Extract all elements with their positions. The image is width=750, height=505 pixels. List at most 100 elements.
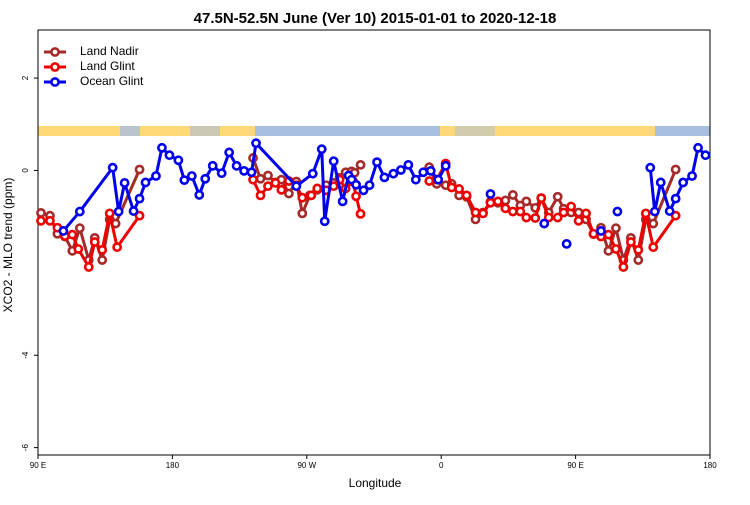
chart-title: 47.5N-52.5N June (Ver 10) 2015-01-01 to … [194, 10, 557, 27]
data-point [270, 178, 281, 188]
data-point [355, 159, 366, 170]
data-point [612, 206, 623, 217]
data-point [248, 174, 258, 185]
y-tick-label: -6 [21, 444, 30, 452]
data-point [319, 216, 330, 227]
data-point [603, 229, 614, 240]
y-tick-label: 2 [21, 75, 30, 80]
data-point [410, 174, 421, 185]
data-point [255, 173, 266, 184]
data-point [552, 212, 563, 223]
y-tick-label: -4 [21, 351, 30, 359]
data-point [157, 142, 167, 153]
data-point [246, 167, 257, 178]
data-point [507, 190, 518, 200]
data-point [678, 177, 689, 188]
data-point [388, 168, 399, 179]
data-point [89, 237, 100, 247]
data-point [276, 184, 287, 195]
data-point [454, 184, 465, 194]
data-point [351, 179, 361, 190]
data-point [364, 180, 375, 191]
data-point [104, 208, 115, 219]
data-point [424, 176, 435, 186]
legend-marker [50, 47, 60, 57]
data-point [596, 226, 606, 236]
data-point [566, 201, 577, 212]
data-point [515, 206, 526, 217]
data-point [395, 165, 406, 175]
data-point [552, 191, 563, 202]
data-point [700, 150, 711, 161]
data-point [97, 255, 108, 265]
data-point [306, 190, 317, 201]
data-point [112, 242, 123, 253]
data-point [461, 190, 472, 201]
data-point [224, 147, 235, 158]
x-tick-label: 0 [439, 461, 444, 470]
data-point [207, 160, 218, 171]
data-point [297, 208, 308, 219]
data-point [231, 160, 242, 171]
data-point [403, 159, 414, 170]
data-point [119, 178, 130, 188]
legend-label: Ocean Glint [80, 74, 144, 88]
data-point [200, 173, 211, 184]
data-point [543, 212, 554, 223]
data-point [255, 190, 266, 201]
data-point [485, 189, 496, 199]
data-point [603, 245, 614, 256]
data-point [307, 168, 318, 179]
data-point [500, 203, 511, 214]
data-point [151, 171, 161, 181]
legend-marker [50, 62, 60, 72]
data-point [379, 172, 390, 183]
data-point [194, 190, 205, 200]
data-point [140, 177, 151, 188]
data-point [316, 144, 327, 155]
data-point [521, 212, 532, 223]
data-point [216, 168, 227, 179]
data-point [355, 208, 366, 219]
data-point [670, 193, 681, 204]
data-point [500, 195, 511, 206]
x-tick-label: 180 [166, 461, 180, 470]
x-tick-label: 90 E [567, 461, 583, 470]
series-line [62, 141, 707, 232]
data-point [36, 208, 46, 218]
data-point [507, 206, 518, 217]
data-point [239, 165, 249, 176]
data-point [36, 215, 46, 226]
data-point [433, 174, 444, 185]
legend-label: Land Nadir [80, 44, 139, 58]
plot-frame [37, 29, 711, 456]
data-point [530, 213, 541, 223]
data-point [283, 188, 294, 199]
data-point [581, 208, 591, 219]
data-point [649, 206, 660, 217]
data-point [351, 191, 361, 202]
data-point [633, 244, 644, 255]
data-point [45, 215, 55, 226]
data-point [179, 175, 190, 186]
data-point [687, 171, 697, 181]
data-point [558, 207, 569, 218]
data-point [446, 182, 457, 193]
data-point [328, 156, 339, 167]
data-point [418, 167, 429, 178]
data-point [693, 142, 703, 153]
data-point [291, 181, 302, 192]
data-point [588, 228, 599, 239]
data-point [358, 185, 369, 196]
data-point [97, 244, 108, 255]
data-point [425, 165, 436, 176]
data-point [493, 196, 503, 207]
data-point [173, 155, 184, 166]
data-point [485, 197, 496, 208]
data-point [539, 218, 550, 229]
legend-label: Land Glint [80, 59, 135, 73]
land-ocean-strip [38, 126, 710, 136]
data-point [312, 183, 323, 194]
data-point [74, 223, 85, 234]
